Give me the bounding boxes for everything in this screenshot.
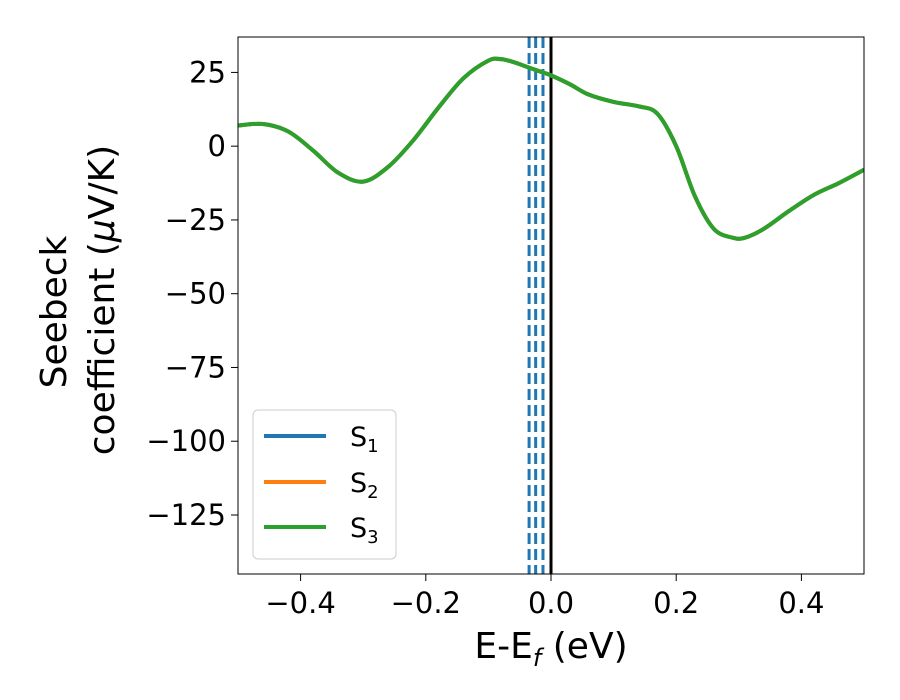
legend-label-s2-main: S — [350, 468, 367, 499]
y-axis-label-mu: μ — [82, 219, 123, 243]
legend-label-s1: S1 — [350, 422, 379, 457]
x-tick-label: 0.0 — [528, 586, 574, 620]
x-axis: −0.4 −0.2 0.0 0.2 0.4 — [265, 574, 824, 620]
x-tick-label: −0.2 — [391, 586, 461, 620]
y-axis: 25 0 −25 −50 −75 −100 −125 — [146, 55, 238, 532]
x-tick-label: −0.4 — [265, 586, 335, 620]
y-axis-label-line2: coefficient (μV/K) — [82, 145, 123, 455]
y-tick-label: −100 — [146, 424, 226, 458]
y-tick-label: −125 — [146, 498, 226, 532]
y-tick-label: −50 — [165, 277, 226, 311]
legend-box — [252, 409, 397, 560]
legend-label-s3-main: S — [350, 513, 367, 544]
legend-label-s3: S3 — [350, 513, 379, 548]
y-tick-label: 0 — [208, 129, 226, 163]
legend-label-s2: S2 — [350, 468, 379, 503]
y-axis-label-line1: Seebeck — [34, 235, 75, 388]
legend-label-s1-main: S — [350, 422, 367, 453]
legend-label-s2-sub: 2 — [367, 482, 378, 503]
legend-label-s3-sub: 3 — [367, 527, 378, 548]
legend: S1 S2 S3 — [252, 409, 397, 560]
x-axis-label-main: E-E — [474, 626, 532, 667]
series-group — [238, 56, 864, 241]
series-line-s3 — [238, 56, 864, 241]
y-axis-label-line2-tail: V/K) — [82, 145, 123, 219]
x-tick-label: 0.2 — [653, 586, 699, 620]
y-tick-label: −25 — [165, 203, 226, 237]
x-tick-label: 0.4 — [778, 586, 824, 620]
y-axis-label: Seebeck coefficient (μV/K) — [34, 145, 123, 455]
y-tick-label: −75 — [165, 350, 226, 384]
reference-lines — [527, 37, 553, 574]
x-axis-label-tail: (eV) — [541, 626, 627, 667]
x-axis-label: E-Ef (eV) — [474, 626, 627, 672]
y-tick-label: 25 — [189, 55, 226, 89]
y-axis-label-line2-main: coefficient ( — [82, 242, 123, 455]
legend-label-s1-sub: 1 — [367, 436, 378, 457]
